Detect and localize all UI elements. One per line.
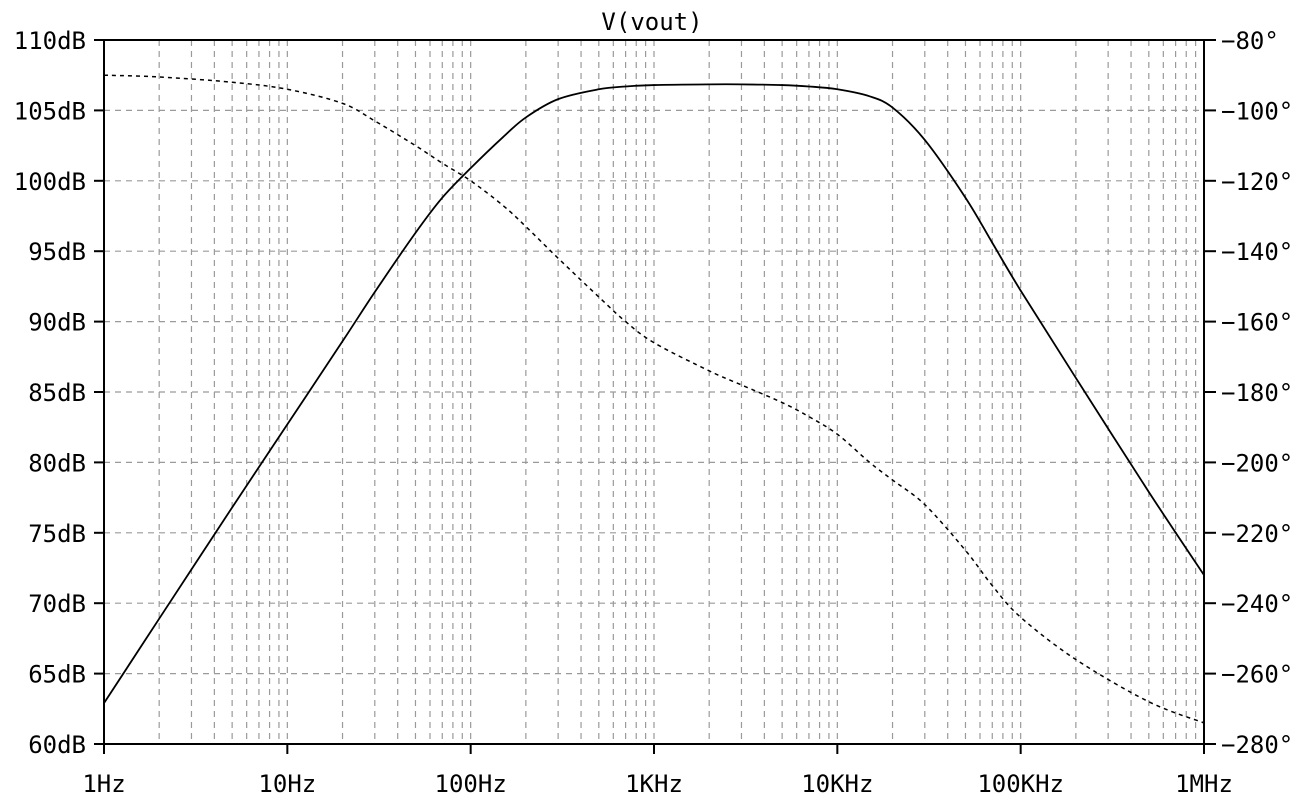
y-right-tick-label: −220° — [1221, 520, 1293, 548]
y-left-tick-label: 85dB — [28, 379, 86, 407]
x-tick-label: 1KHz — [625, 770, 683, 798]
phase-series-line — [103, 74, 1205, 724]
y-right-tick-label: −120° — [1221, 168, 1293, 196]
tick-labels: 1Hz 10Hz 100Hz 1KHz 10KHz 100KHz 1MHz 110dB 105d… — [14, 27, 1294, 798]
y-left-tick-label: 70dB — [28, 590, 86, 618]
x-tick-label: 100KHz — [977, 770, 1064, 798]
y-right-tick-label: −160° — [1221, 309, 1293, 337]
y-left-tick-label: 80dB — [28, 449, 86, 477]
chart-title: V(vout) — [601, 8, 702, 36]
x-tick-label: 10KHz — [801, 770, 873, 798]
series-layer — [103, 74, 1205, 724]
grid-lines — [104, 40, 1204, 744]
y-right-tick-label: −280° — [1221, 731, 1293, 759]
y-left-tick-label: 95dB — [28, 238, 86, 266]
y-right-tick-label: −260° — [1221, 661, 1293, 689]
y-left-tick-label: 110dB — [14, 27, 86, 55]
x-tick-label: 10Hz — [258, 770, 316, 798]
y-right-tick-label: −240° — [1221, 590, 1293, 618]
y-right-tick-label: −100° — [1221, 97, 1293, 125]
y-left-tick-label: 90dB — [28, 309, 86, 337]
y-left-tick-label: 75dB — [28, 520, 86, 548]
plot-frame — [103, 39, 1205, 745]
y-left-tick-label: 60dB — [28, 731, 86, 759]
y-right-tick-label: −180° — [1221, 379, 1293, 407]
y-left-tick-label: 65dB — [28, 661, 86, 689]
axis-ticks — [94, 39, 1216, 754]
magnitude-series-line — [103, 83, 1205, 704]
x-tick-label: 1MHz — [1175, 770, 1233, 798]
y-right-tick-label: −200° — [1221, 449, 1293, 477]
x-tick-label: 1Hz — [82, 770, 125, 798]
y-right-tick-label: −140° — [1221, 238, 1293, 266]
x-tick-label: 100Hz — [435, 770, 507, 798]
y-right-tick-label: −80° — [1221, 27, 1279, 55]
y-left-tick-label: 105dB — [14, 97, 86, 125]
y-left-tick-label: 100dB — [14, 168, 86, 196]
